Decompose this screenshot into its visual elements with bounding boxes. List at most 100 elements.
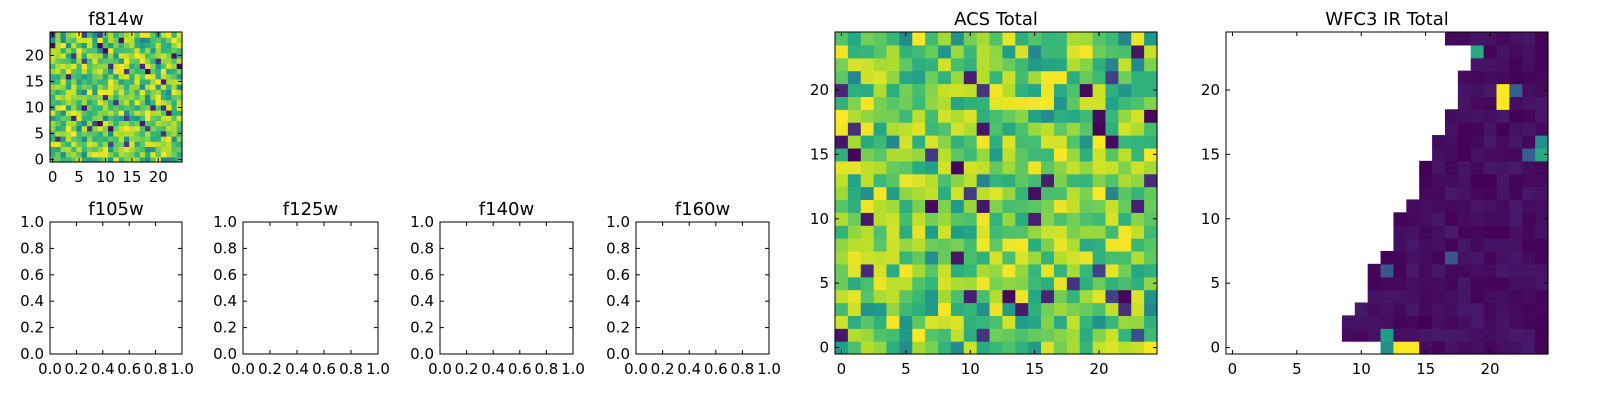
heatmap-cell bbox=[1053, 32, 1068, 46]
heatmap-cell bbox=[899, 57, 913, 72]
heatmap-cell bbox=[1118, 109, 1132, 123]
heatmap-cell bbox=[81, 94, 88, 101]
heatmap-cell bbox=[71, 52, 77, 59]
heatmap-cell bbox=[81, 73, 88, 80]
heatmap-cell bbox=[912, 122, 926, 136]
heatmap-cell bbox=[166, 110, 173, 116]
heatmap-cell bbox=[1470, 302, 1485, 316]
heatmap-cell bbox=[1522, 225, 1536, 239]
heatmap-cell bbox=[1118, 263, 1132, 278]
heatmap-cell bbox=[1131, 250, 1145, 265]
x-tick-label: 0.4 bbox=[677, 360, 701, 378]
heatmap-cell bbox=[1066, 250, 1081, 265]
heatmap-cell bbox=[1483, 276, 1498, 291]
heatmap-cell bbox=[1522, 199, 1536, 213]
x-tick-label: 0.2 bbox=[258, 360, 282, 378]
heatmap-cell bbox=[1028, 186, 1042, 201]
heatmap-cell bbox=[925, 57, 939, 72]
axes-frame bbox=[834, 31, 1158, 355]
heatmap-cell bbox=[145, 99, 151, 106]
heatmap-cell bbox=[123, 47, 130, 54]
heatmap-cell bbox=[1053, 70, 1068, 85]
x-tick-label: 0.6 bbox=[117, 360, 141, 378]
heatmap-cell bbox=[1444, 147, 1459, 162]
heatmap-cell bbox=[1105, 57, 1119, 72]
heatmap-cell bbox=[989, 186, 1004, 201]
heatmap-cell bbox=[145, 120, 151, 127]
heatmap-cell bbox=[1457, 109, 1472, 123]
heatmap-cell bbox=[886, 328, 900, 342]
heatmap-cell bbox=[886, 70, 900, 85]
y-tick-label: 0.2 bbox=[410, 319, 434, 337]
heatmap-cell bbox=[166, 141, 173, 147]
heatmap-cell bbox=[1470, 135, 1485, 149]
x-tick-label: 10 bbox=[1352, 360, 1371, 378]
heatmap-cell bbox=[108, 73, 114, 80]
heatmap-cell bbox=[899, 70, 913, 85]
heatmap-cell bbox=[1131, 109, 1145, 123]
heatmap-cell bbox=[1483, 328, 1498, 342]
heatmap-cell bbox=[860, 96, 875, 110]
heatmap-cell bbox=[1406, 315, 1420, 329]
y-tick-label: 0.2 bbox=[606, 319, 630, 337]
heatmap-cell bbox=[1066, 328, 1081, 342]
heatmap-cell bbox=[55, 58, 62, 64]
heatmap-cell bbox=[925, 109, 939, 123]
heatmap-cell bbox=[963, 238, 978, 252]
heatmap-cell bbox=[92, 156, 99, 163]
x-tick-label: 20 bbox=[1480, 360, 1499, 378]
heatmap-cell bbox=[81, 110, 88, 116]
heatmap-cell bbox=[1144, 199, 1158, 213]
heatmap-cell bbox=[129, 110, 136, 116]
heatmap-cell bbox=[92, 130, 99, 137]
heatmap-cell bbox=[1092, 328, 1107, 342]
axes-frame bbox=[1225, 31, 1549, 355]
heatmap-cell bbox=[1144, 289, 1158, 304]
heatmap-cell bbox=[145, 52, 151, 59]
heatmap-cell bbox=[166, 52, 173, 59]
heatmap-cell bbox=[55, 141, 62, 147]
heatmap-cell bbox=[1522, 315, 1536, 329]
heatmap-cell bbox=[92, 52, 99, 59]
heatmap-cell bbox=[150, 68, 157, 75]
heatmap-cell bbox=[1144, 70, 1158, 85]
heatmap-cell bbox=[134, 47, 141, 54]
heatmap-cell bbox=[1444, 32, 1459, 46]
heatmap-cell bbox=[1470, 276, 1485, 291]
heatmap-cell bbox=[873, 199, 888, 213]
heatmap-cell bbox=[950, 289, 965, 304]
heatmap-cell bbox=[150, 99, 157, 106]
heatmap-cell bbox=[1522, 135, 1536, 149]
x-tick-label: 15 bbox=[1025, 360, 1044, 378]
heatmap-cell bbox=[123, 110, 130, 116]
heatmap-cell bbox=[1509, 173, 1523, 188]
heatmap-cell bbox=[1522, 70, 1536, 85]
heatmap-cell bbox=[1535, 289, 1549, 304]
heatmap-cell bbox=[134, 115, 141, 121]
heatmap-cell bbox=[76, 89, 83, 95]
x-tick-label: 20 bbox=[149, 168, 168, 186]
heatmap-cell bbox=[97, 110, 104, 116]
heatmap-cell bbox=[886, 147, 900, 162]
heatmap-cell bbox=[1131, 225, 1145, 239]
heatmap-cell bbox=[113, 63, 120, 69]
heatmap-cell bbox=[145, 156, 151, 163]
heatmap-cell bbox=[1041, 83, 1055, 97]
heatmap-cell bbox=[1444, 238, 1459, 252]
heatmap-cell bbox=[176, 141, 183, 147]
heatmap-cell bbox=[76, 130, 83, 137]
heatmap-cell bbox=[134, 73, 141, 80]
heatmap-cell bbox=[873, 96, 888, 110]
heatmap-cell bbox=[1470, 83, 1485, 97]
heatmap-cell bbox=[65, 73, 72, 80]
heatmap-cell bbox=[123, 94, 130, 101]
axes-frame bbox=[242, 221, 379, 355]
y-tick-label: 0.8 bbox=[213, 239, 237, 257]
heatmap-cell bbox=[1483, 186, 1498, 201]
heatmap-cell bbox=[171, 141, 178, 147]
heatmap-cell bbox=[1367, 276, 1382, 291]
heatmap-cell bbox=[1393, 212, 1407, 226]
heatmap-cell bbox=[171, 146, 178, 153]
heatmap-cell bbox=[1509, 328, 1523, 342]
heatmap-cell bbox=[1509, 276, 1523, 291]
